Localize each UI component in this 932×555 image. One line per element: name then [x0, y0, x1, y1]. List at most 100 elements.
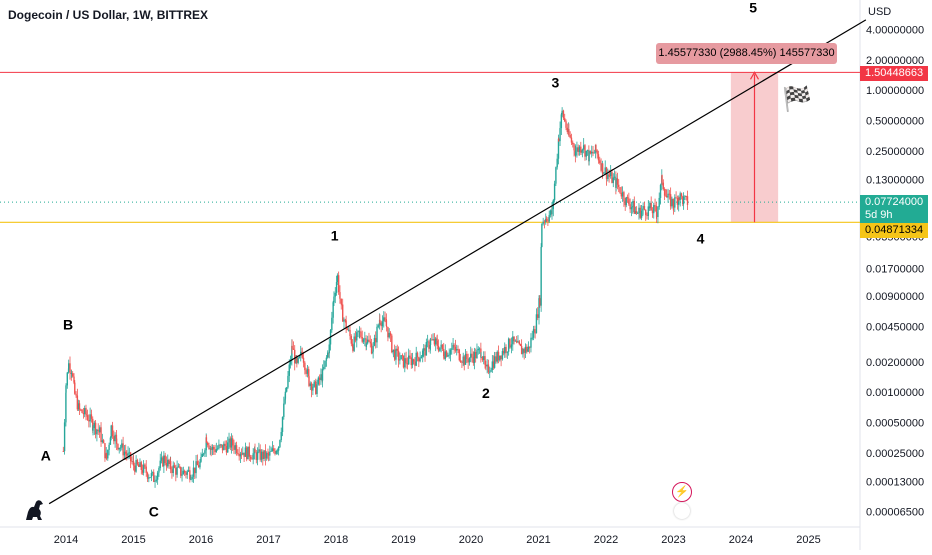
candle-body: [440, 344, 442, 348]
candle-body: [601, 163, 604, 174]
candle-body: [470, 353, 472, 358]
candle-body: [646, 215, 648, 216]
candle-body: [448, 354, 450, 356]
candle-body: [406, 363, 409, 365]
candle-body: [604, 167, 606, 173]
candle-body: [227, 442, 229, 453]
candle-body: [275, 450, 277, 454]
x-tick-label: 2018: [324, 534, 348, 546]
candle-body: [75, 393, 77, 396]
candle-body: [65, 385, 67, 393]
candle-body: [150, 473, 153, 478]
candle-body: [522, 349, 524, 355]
candle-body: [132, 461, 135, 466]
candle-body: [249, 456, 252, 459]
status-circle: [674, 503, 690, 519]
candle-body: [345, 320, 347, 330]
candle-body: [623, 192, 625, 202]
tradingview-dino-icon[interactable]: [24, 498, 46, 527]
candle-body: [289, 360, 292, 365]
candle-body: [634, 211, 637, 214]
candle-body: [179, 466, 181, 468]
candle-body: [234, 445, 236, 450]
candle-body: [128, 452, 131, 454]
candle-body: [118, 447, 120, 450]
candle-body: [364, 338, 366, 340]
candle-body: [473, 351, 476, 364]
candle-body: [574, 151, 577, 156]
y-tick-label: 0.13000000: [866, 174, 924, 186]
candle-body: [252, 453, 254, 460]
candle-body: [538, 298, 540, 318]
candle-body: [296, 357, 298, 363]
candle-body: [476, 350, 478, 359]
candle-body: [540, 246, 542, 306]
candle-body: [113, 436, 115, 442]
candle-body: [149, 477, 151, 479]
candle-body: [175, 467, 177, 475]
candle-body: [481, 356, 484, 361]
candle-body: [510, 344, 513, 347]
candle-body: [221, 444, 224, 451]
candle-body: [195, 461, 197, 474]
trendline: [48, 19, 867, 505]
candle-body: [214, 449, 216, 453]
candle-body: [383, 317, 385, 322]
y-tick-label: 0.00100000: [866, 387, 924, 399]
measure-result-label[interactable]: 1.45577330 (2988.45%) 145577330: [656, 43, 837, 64]
candle-body: [668, 193, 671, 195]
candle-body: [600, 163, 602, 171]
candle-body: [659, 184, 662, 198]
candle-body: [199, 461, 201, 468]
candle-body: [204, 450, 206, 454]
candle-body: [205, 437, 207, 451]
candle-body: [279, 440, 281, 447]
candle-body: [65, 392, 67, 423]
candle-body: [317, 377, 320, 385]
candle-body: [493, 356, 496, 368]
candle-body: [555, 167, 557, 184]
candle-body: [332, 302, 334, 318]
candle-body: [277, 446, 280, 451]
candle-body: [90, 414, 93, 419]
candle-body: [218, 444, 220, 449]
candle-body: [474, 351, 477, 359]
candle-body: [682, 196, 684, 205]
candle-body: [407, 355, 410, 365]
candle-body: [395, 348, 397, 360]
candle-body: [110, 425, 112, 438]
candle-body: [487, 364, 490, 373]
candle-body: [318, 377, 321, 381]
candle-body: [524, 346, 527, 353]
flash-icon[interactable]: ⚡: [672, 482, 692, 502]
candle-body: [92, 418, 94, 431]
candle-body: [340, 303, 343, 305]
candle-body: [251, 458, 253, 460]
candle-body: [562, 110, 565, 119]
candle-body: [385, 325, 388, 327]
candle-body: [97, 429, 99, 431]
candle-body: [480, 356, 482, 358]
candle-body: [499, 355, 501, 361]
candle-body: [658, 197, 660, 207]
candle-body: [69, 363, 71, 373]
candle-body: [233, 445, 235, 450]
candle-body: [153, 472, 155, 482]
candle-body: [126, 453, 128, 456]
candle-body: [305, 370, 307, 374]
candle-body: [76, 395, 79, 410]
candle-body: [283, 403, 285, 417]
candle-body: [545, 218, 548, 221]
candle-body: [632, 200, 634, 207]
candle-body: [380, 322, 382, 327]
candle-body: [527, 346, 530, 349]
candle-body: [264, 450, 267, 459]
candle-body: [294, 349, 296, 364]
candle-body: [463, 356, 465, 365]
candle-body: [449, 349, 452, 355]
candle-body: [630, 207, 633, 210]
candle-body: [331, 317, 333, 331]
candle-body: [341, 304, 344, 322]
